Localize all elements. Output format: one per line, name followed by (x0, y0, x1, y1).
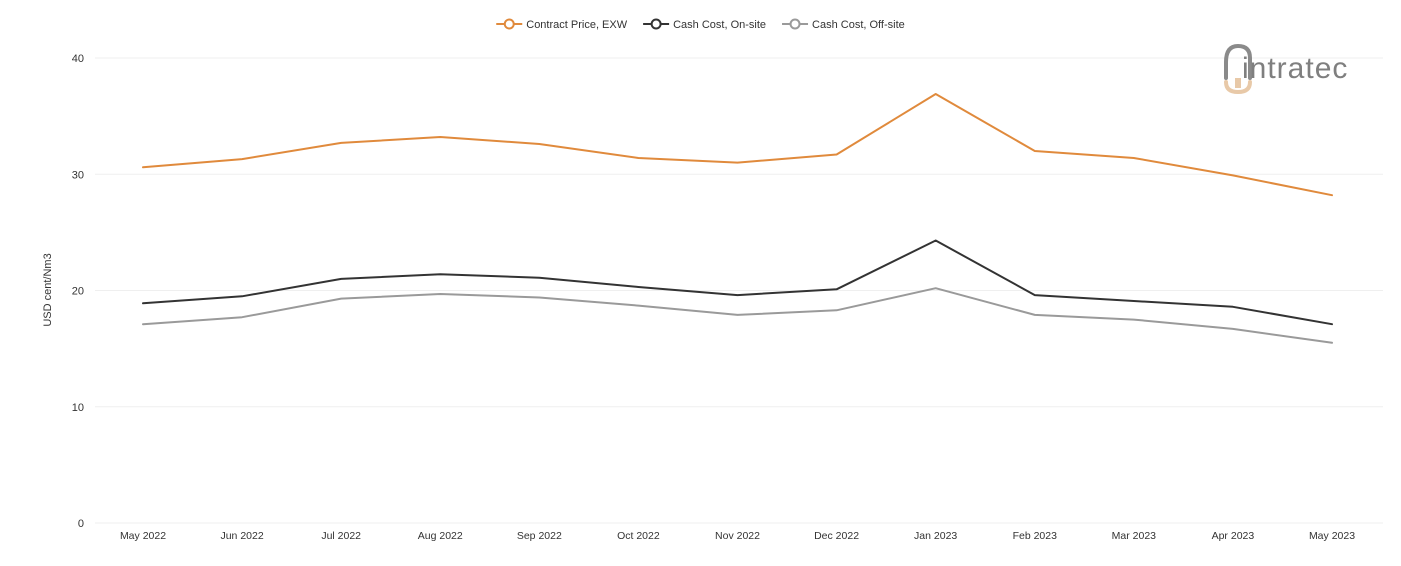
legend-marker-icon (789, 18, 801, 30)
legend-label: Cash Cost, Off-site (812, 19, 905, 31)
y-tick-label: 0 (78, 518, 84, 530)
y-tick-label: 30 (72, 169, 84, 181)
x-tick-label: Mar 2023 (1112, 530, 1157, 542)
x-tick-label: Aug 2022 (418, 530, 463, 542)
intratec-logo: intratec (1224, 43, 1348, 95)
y-tick-label: 10 (72, 402, 84, 414)
x-tick-label: Oct 2022 (617, 530, 660, 542)
x-tick-label: Sep 2022 (517, 530, 562, 542)
legend: Contract Price, EXW Cash Cost, On-site Cas… (496, 18, 905, 31)
legend-marker-icon (650, 18, 662, 30)
legend-marker-icon (503, 18, 515, 30)
x-tick-label: Jul 2022 (321, 530, 361, 542)
legend-label: Contract Price, EXW (526, 19, 627, 31)
x-axis: May 2022 Jun 2022 Jul 2022 Aug 2022 Sep 2022… (120, 530, 1355, 542)
y-axis-title: USD cent/Nm3 (42, 253, 54, 326)
y-axis: 0 10 20 30 40 (72, 53, 84, 530)
legend-item-2[interactable]: Cash Cost, Off-site (782, 18, 905, 31)
x-tick-label: Jun 2022 (220, 530, 263, 542)
x-tick-label: Jan 2023 (914, 530, 957, 542)
legend-item-0[interactable]: Contract Price, EXW (496, 18, 628, 31)
x-tick-label: Dec 2022 (814, 530, 859, 542)
x-tick-label: May 2022 (120, 530, 166, 542)
y-tick-label: 40 (72, 53, 84, 65)
grid-layer (95, 57, 1383, 524)
y-tick-label: 20 (72, 286, 84, 298)
legend-label: Cash Cost, On-site (673, 19, 766, 31)
x-tick-label: May 2023 (1309, 530, 1355, 542)
logo-text: intratec (1242, 52, 1348, 85)
x-tick-label: Feb 2023 (1013, 530, 1058, 542)
series-line-1 (142, 239, 1333, 326)
legend-item-1[interactable]: Cash Cost, On-site (643, 18, 766, 31)
logo-mark-icon (1224, 43, 1252, 95)
series-line-2 (142, 287, 1333, 344)
x-tick-label: Apr 2023 (1212, 530, 1255, 542)
x-tick-label: Nov 2022 (715, 530, 760, 542)
series-line-0 (142, 93, 1333, 197)
series-layer (142, 93, 1333, 344)
